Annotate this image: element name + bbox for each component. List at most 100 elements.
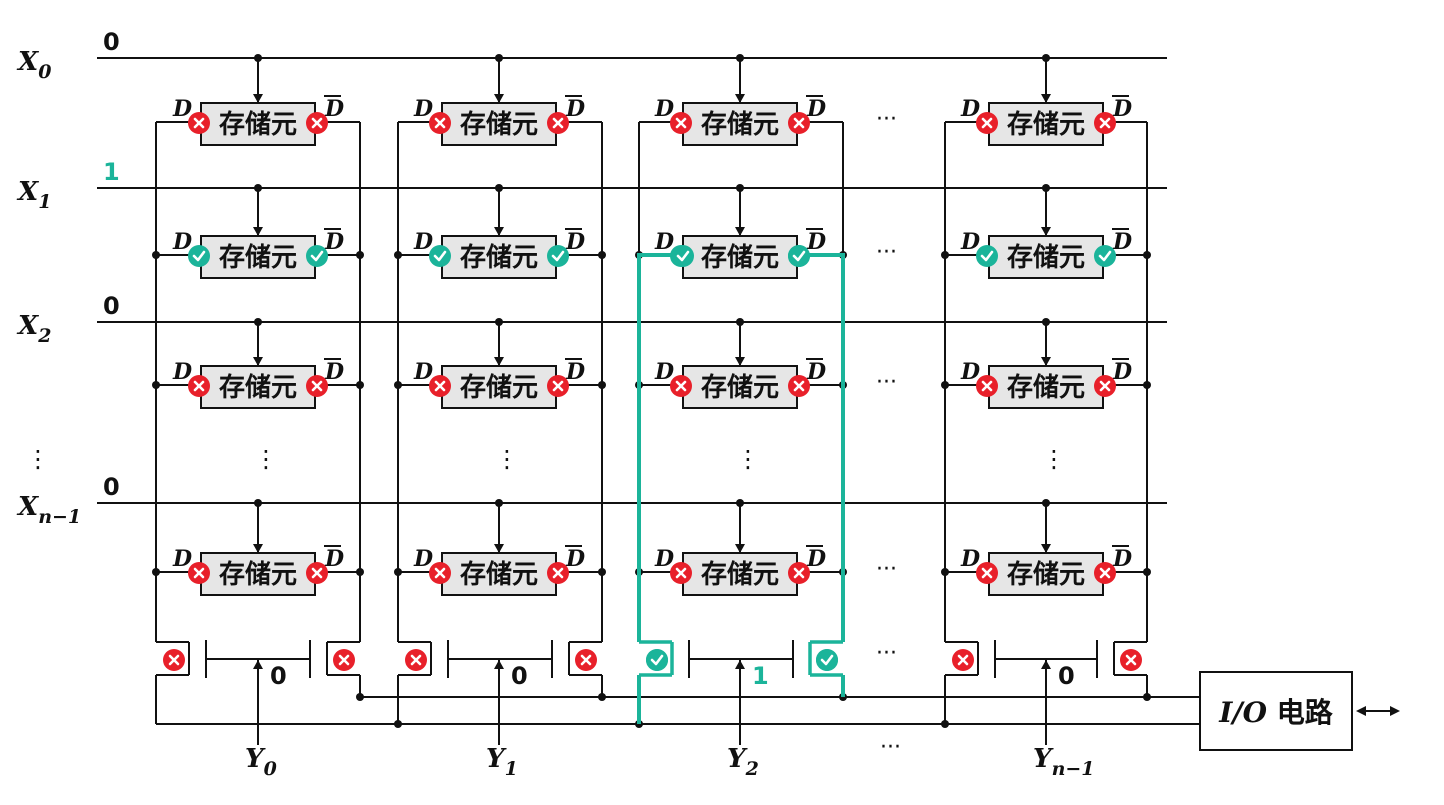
storage-cell-label: 存储元 <box>701 109 779 140</box>
row-ellipsis-h: ··· <box>876 240 897 265</box>
cell-d-label: D <box>960 229 980 255</box>
junction-dot <box>394 251 402 259</box>
cell-dbar-label: D <box>324 546 344 572</box>
x-mark <box>410 654 422 666</box>
storage-cell-label: 存储元 <box>701 559 779 590</box>
col-value-y3: 0 <box>1058 662 1075 690</box>
col-ellipsis-1: ⋮ <box>495 445 519 473</box>
x-circle-icon <box>1120 649 1142 671</box>
storage-cell-label: 存储元 <box>219 242 297 273</box>
word-tap-arrow <box>1041 357 1051 366</box>
x-mark <box>793 567 805 579</box>
badge-circle <box>672 245 694 267</box>
col-label-y0: Y0 <box>245 744 277 780</box>
x-circle-icon <box>547 375 569 397</box>
col-select-arrow <box>253 660 263 669</box>
check-circle-icon <box>976 245 998 267</box>
x-circle-icon <box>976 375 998 397</box>
check-mark <box>650 654 664 666</box>
col-value-y1: 0 <box>511 662 528 690</box>
row-value-x1: 1 <box>103 158 120 186</box>
word-tap-arrow <box>735 227 745 236</box>
col-label-sub: 0 <box>264 758 277 780</box>
x-circle-icon <box>976 112 998 134</box>
junction-dot <box>356 251 364 259</box>
word-tap-arrow <box>735 357 745 366</box>
x-circle-icon <box>1094 375 1116 397</box>
cell-d-label: D <box>172 546 192 572</box>
cell-d-label: D <box>654 229 674 255</box>
cell-dbar-label: D <box>565 96 585 122</box>
storage-cell-label: 存储元 <box>1007 109 1085 140</box>
io-circuit-box <box>1199 671 1353 751</box>
io-suffix: 电路 <box>1267 696 1334 729</box>
word-tap-arrow <box>1041 94 1051 103</box>
row-label-main: X <box>16 311 40 341</box>
col-value-y0: 0 <box>270 662 287 690</box>
word-tap-arrow <box>494 357 504 366</box>
x-circle-icon <box>670 112 692 134</box>
x-circle-icon <box>429 375 451 397</box>
junction-dot <box>152 251 160 259</box>
cell-d-label: D <box>413 359 433 385</box>
storage-cell <box>441 102 557 146</box>
x-mark <box>311 117 323 129</box>
word-tap-arrow <box>253 227 263 236</box>
x-circle-icon <box>163 649 185 671</box>
storage-cell-label: 存储元 <box>1007 242 1085 273</box>
cell-d-label: D <box>413 546 433 572</box>
x-mark <box>793 380 805 392</box>
check-mark <box>433 250 447 262</box>
check-circle-icon <box>788 245 810 267</box>
word-tap-arrow <box>735 94 745 103</box>
col-value-y2: 1 <box>752 662 769 690</box>
word-tap-arrow <box>1041 544 1051 553</box>
word-tap-arrow <box>735 544 745 553</box>
col-label-sub: 2 <box>745 758 759 780</box>
x-mark <box>311 567 323 579</box>
junction-dot <box>1143 381 1151 389</box>
x-mark <box>981 380 993 392</box>
io-prefix: I/O <box>1218 696 1267 729</box>
row-ellipsis-h: ··· <box>876 107 897 132</box>
storage-cell <box>682 102 798 146</box>
x-circle-icon <box>575 649 597 671</box>
word-tap-arrow <box>494 94 504 103</box>
x-circle-icon <box>405 649 427 671</box>
x-mark <box>311 380 323 392</box>
cell-d-label: D <box>654 359 674 385</box>
x-circle-icon <box>670 562 692 584</box>
x-mark <box>793 117 805 129</box>
cell-dbar-label: D <box>1112 546 1132 572</box>
storage-cell <box>441 235 557 279</box>
word-tap-arrow <box>253 94 263 103</box>
x-circle-icon <box>1094 112 1116 134</box>
x-circle-icon <box>670 375 692 397</box>
check-mark <box>980 250 994 262</box>
x-mark <box>193 117 205 129</box>
junction-dot <box>356 381 364 389</box>
storage-cell-label: 存储元 <box>1007 559 1085 590</box>
check-mark <box>1098 250 1112 262</box>
storage-cell <box>988 235 1104 279</box>
x-mark <box>434 117 446 129</box>
x-circle-icon <box>788 375 810 397</box>
x-mark <box>981 117 993 129</box>
x-mark <box>552 117 564 129</box>
check-circle-icon <box>816 649 838 671</box>
word-tap-arrow <box>494 544 504 553</box>
x-circle-icon <box>188 562 210 584</box>
cell-dbar-label: D <box>806 546 826 572</box>
cell-d-label: D <box>960 359 980 385</box>
row-label-x3: Xn−1 <box>16 492 81 528</box>
cell-dbar-label: D <box>324 229 344 255</box>
badge-circle <box>429 245 451 267</box>
junction-dot <box>598 568 606 576</box>
cell-dbar-label: D <box>565 359 585 385</box>
check-circle-icon <box>672 245 694 267</box>
storage-cell-label: 存储元 <box>219 109 297 140</box>
x-circle-icon <box>1094 562 1116 584</box>
col-ellipsis-2: ⋮ <box>736 445 760 473</box>
cell-dbar-label: D <box>806 359 826 385</box>
x-mark <box>1099 567 1111 579</box>
